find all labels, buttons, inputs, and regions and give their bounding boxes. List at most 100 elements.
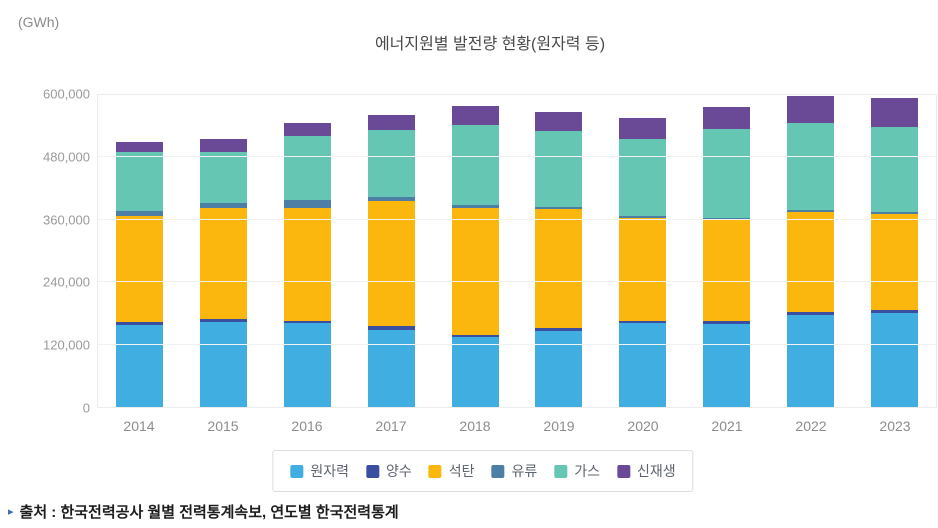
source-text: 출처 : 한국전력공사 월별 전력통계속보, 연도별 한국전력통계 xyxy=(19,504,399,521)
bar-segment-coal-2020 xyxy=(619,218,667,322)
bar-segment-nuclear-2017 xyxy=(367,329,415,407)
bar-stack-2020 xyxy=(619,118,667,407)
legend-swatch-icon xyxy=(554,464,568,478)
bar-segment-oil-2023 xyxy=(870,212,918,214)
bar-segment-pumped-storage-2020 xyxy=(619,321,667,324)
x-tick-label-2019: 2019 xyxy=(543,418,575,434)
bar-stack-2017 xyxy=(367,115,415,407)
bar-segment-coal-2023 xyxy=(870,213,918,311)
legend-label: 유류 xyxy=(511,463,538,479)
bar-2015 xyxy=(182,139,266,407)
legend-item-renewables: 신재생 xyxy=(617,461,676,481)
bar-segment-nuclear-2022 xyxy=(786,314,834,407)
triangle-bullet-icon: ▸ xyxy=(8,506,14,518)
bar-segment-oil-2015 xyxy=(200,202,248,209)
bar-stack-2016 xyxy=(283,123,331,407)
bar-segment-pumped-storage-2023 xyxy=(870,310,918,313)
x-tick-label-2016: 2016 xyxy=(291,418,323,434)
bar-segment-coal-2015 xyxy=(200,208,248,319)
bar-segment-nuclear-2018 xyxy=(451,337,499,407)
bars-container xyxy=(98,95,936,407)
legend-label: 석탄 xyxy=(448,463,475,479)
bar-segment-pumped-storage-2014 xyxy=(116,322,164,326)
bar-segment-gas-2019 xyxy=(535,131,583,208)
legend-label: 원자력 xyxy=(310,463,349,479)
bar-segment-pumped-storage-2019 xyxy=(535,327,583,331)
x-tick-label-2018: 2018 xyxy=(459,418,491,434)
y-tick-label: 240,000 xyxy=(43,274,90,290)
bar-2014 xyxy=(98,142,182,407)
bar-segment-renewables-2021 xyxy=(702,106,750,129)
bar-segment-pumped-storage-2017 xyxy=(367,326,415,330)
bar-segment-renewables-2022 xyxy=(786,96,834,124)
bar-stack-2014 xyxy=(116,142,164,407)
bar-segment-coal-2022 xyxy=(786,211,834,313)
legend: 원자력 양수 석탄 유류 가스 신재생 xyxy=(272,450,694,492)
legend-item-gas: 가스 xyxy=(554,461,600,481)
bar-segment-pumped-storage-2021 xyxy=(702,321,750,324)
bar-segment-pumped-storage-2016 xyxy=(283,320,331,324)
bar-stack-2018 xyxy=(451,106,499,407)
bar-segment-gas-2016 xyxy=(283,135,331,201)
bar-segment-nuclear-2023 xyxy=(870,312,918,407)
bar-segment-coal-2016 xyxy=(283,207,331,321)
bar-segment-nuclear-2015 xyxy=(200,321,248,407)
bar-segment-oil-2020 xyxy=(619,216,667,219)
legend-item-oil: 유류 xyxy=(491,461,538,481)
bar-2023 xyxy=(852,98,936,407)
bar-segment-oil-2018 xyxy=(451,204,499,208)
bar-segment-renewables-2020 xyxy=(619,118,667,140)
bar-stack-2022 xyxy=(786,96,834,407)
bar-segment-gas-2023 xyxy=(870,127,918,213)
bar-segment-coal-2017 xyxy=(367,201,415,327)
y-tick-label: 360,000 xyxy=(43,212,90,228)
bar-segment-renewables-2014 xyxy=(116,142,164,153)
y-tick-label: 600,000 xyxy=(43,86,90,102)
y-tick-label: 480,000 xyxy=(43,149,90,165)
bar-segment-renewables-2015 xyxy=(200,139,248,152)
bar-segment-gas-2017 xyxy=(367,130,415,197)
bar-segment-nuclear-2019 xyxy=(535,330,583,407)
legend-swatch-icon xyxy=(428,464,442,478)
x-tick-label-2017: 2017 xyxy=(375,418,407,434)
bar-segment-renewables-2016 xyxy=(283,123,331,136)
legend-swatch-icon xyxy=(290,464,304,478)
chart-title: 에너지원별 발전량 현황(원자력 등) xyxy=(374,36,606,53)
y-tick-label: 0 xyxy=(82,400,90,416)
legend-item-coal: 석탄 xyxy=(428,461,475,481)
bar-2017 xyxy=(349,115,433,407)
bar-segment-coal-2014 xyxy=(116,215,164,323)
bar-2019 xyxy=(517,112,601,407)
legend-swatch-icon xyxy=(491,464,505,478)
y-axis: 0 120,000 240,000 360,000 480,000 600,000 xyxy=(0,87,90,416)
bar-stack-2021 xyxy=(702,106,750,407)
bar-segment-nuclear-2014 xyxy=(116,325,164,407)
source-note: ▸ 출처 : 한국전력공사 월별 전력통계속보, 연도별 한국전력통계 xyxy=(8,501,399,522)
plot-area xyxy=(97,94,937,408)
bar-segment-gas-2014 xyxy=(116,152,164,212)
bar-segment-gas-2022 xyxy=(786,123,834,211)
legend-label: 양수 xyxy=(385,463,412,479)
bar-segment-coal-2019 xyxy=(535,209,583,328)
bar-segment-oil-2017 xyxy=(367,196,415,202)
bar-segment-nuclear-2021 xyxy=(702,323,750,407)
bar-segment-oil-2016 xyxy=(283,200,331,208)
bar-segment-renewables-2019 xyxy=(535,112,583,132)
x-tick-label-2022: 2022 xyxy=(795,418,827,434)
legend-label: 가스 xyxy=(574,463,601,479)
bar-segment-pumped-storage-2015 xyxy=(200,318,248,322)
bar-2018 xyxy=(433,106,517,407)
bar-2022 xyxy=(768,96,852,407)
bar-segment-pumped-storage-2018 xyxy=(451,334,499,338)
bar-segment-gas-2021 xyxy=(702,128,750,219)
bar-2020 xyxy=(601,118,685,407)
bar-segment-oil-2019 xyxy=(535,207,583,210)
bar-stack-2019 xyxy=(535,112,583,407)
legend-swatch-icon xyxy=(617,464,631,478)
legend-label: 신재생 xyxy=(637,463,676,479)
bar-segment-gas-2015 xyxy=(200,151,248,203)
bar-segment-oil-2022 xyxy=(786,210,834,212)
legend-item-nuclear: 원자력 xyxy=(290,461,349,481)
legend-item-pumped-storage: 양수 xyxy=(365,461,412,481)
x-tick-label-2015: 2015 xyxy=(207,418,239,434)
